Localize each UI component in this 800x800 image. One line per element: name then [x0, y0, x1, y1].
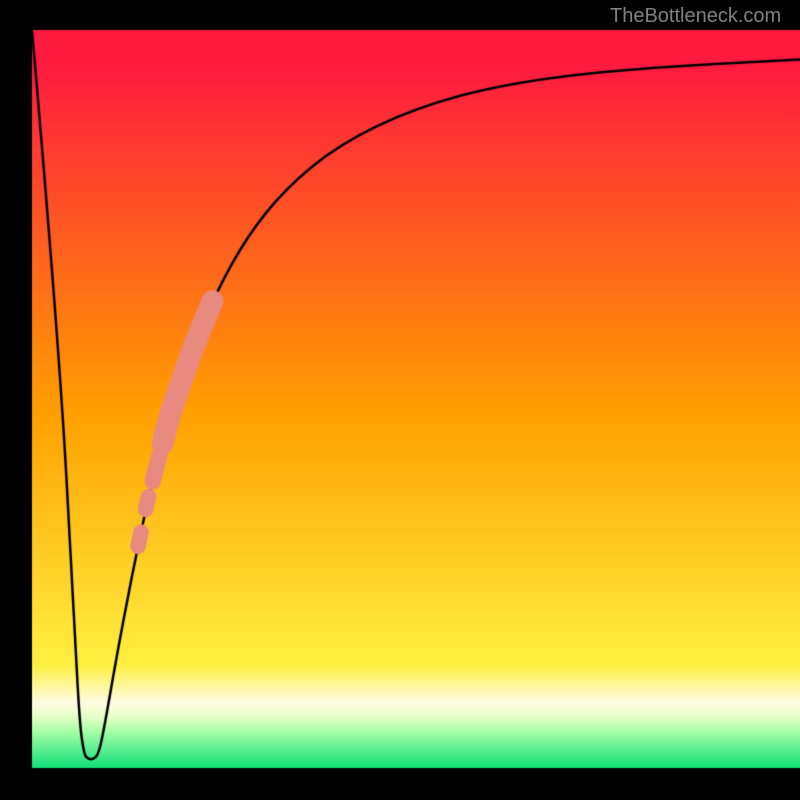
plot-canvas — [0, 0, 800, 800]
watermark-text: TheBottleneck.com — [610, 5, 781, 28]
plot-area — [0, 0, 800, 800]
